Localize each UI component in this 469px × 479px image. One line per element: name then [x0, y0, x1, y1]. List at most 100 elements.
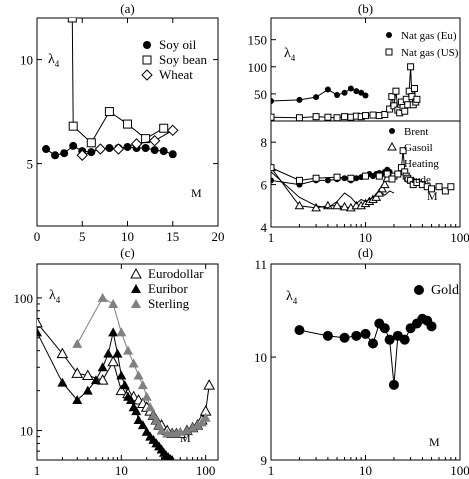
legend-marker	[131, 284, 141, 293]
series-euribor	[37, 327, 175, 460]
legend-label: Gasoil	[404, 142, 433, 154]
data-point	[141, 144, 150, 152]
series-sterling	[72, 292, 211, 438]
data-point	[137, 380, 148, 390]
data-point	[362, 92, 369, 99]
data-point	[37, 316, 43, 328]
y-tick-label: 10	[20, 424, 33, 439]
y-tick-label: 50	[254, 87, 267, 102]
data-point	[68, 121, 78, 131]
data-point	[203, 379, 216, 390]
legend-marker	[388, 175, 396, 183]
data-point	[37, 327, 42, 337]
data-point	[159, 147, 168, 156]
data-point	[392, 87, 400, 95]
x-tick-label: 100	[450, 463, 469, 478]
plot-frame	[36, 263, 219, 461]
data-point	[187, 422, 198, 432]
data-point	[441, 187, 449, 195]
data-point	[367, 338, 378, 349]
param-subscript: 4	[55, 59, 60, 69]
legend-label: Sterling	[148, 296, 190, 311]
data-point	[125, 394, 136, 404]
param-subscript: 4	[56, 295, 61, 305]
data-point	[334, 91, 341, 98]
data-point	[133, 415, 144, 425]
x-tick-label: 10	[359, 463, 372, 478]
data-point	[312, 174, 320, 182]
legend-label: Heating	[404, 158, 439, 170]
x-tick-label: 1	[268, 463, 275, 478]
x-tick-label: 10	[359, 230, 372, 245]
param-label: λ4	[286, 289, 298, 306]
data-point	[379, 323, 390, 334]
data-point	[401, 107, 409, 115]
data-point	[447, 183, 455, 191]
param-subscript: 4	[291, 53, 296, 63]
x-param-label: M	[191, 186, 202, 200]
data-point	[167, 124, 179, 137]
data-point	[86, 138, 96, 148]
data-point	[271, 97, 274, 104]
data-point	[271, 113, 275, 121]
data-point	[137, 420, 148, 430]
param-label: λ4	[284, 46, 296, 63]
data-point	[141, 391, 152, 401]
data-point	[108, 327, 119, 337]
data-point	[347, 174, 355, 182]
x-tick-label: 20	[212, 229, 225, 244]
data-point	[97, 362, 108, 372]
data-point	[72, 338, 83, 348]
param-symbol: λ	[49, 288, 56, 303]
series-gold	[294, 313, 437, 390]
data-point	[94, 143, 107, 155]
data-point	[150, 146, 159, 155]
data-point	[271, 177, 274, 184]
x-tick-label: 100	[196, 463, 216, 478]
x-tick-label: 10	[115, 463, 128, 478]
legend-label: Euribor	[148, 281, 188, 296]
legend-marker	[387, 141, 397, 151]
data-point	[383, 170, 391, 178]
data-point	[377, 183, 388, 193]
y-tick-label: 10	[254, 350, 267, 365]
data-point	[104, 107, 114, 117]
series-line	[76, 297, 207, 435]
data-point	[390, 102, 398, 110]
data-point	[333, 114, 341, 121]
data-point	[353, 88, 360, 95]
data-point	[97, 292, 108, 302]
y-tick-label: 10	[20, 53, 33, 68]
data-point	[324, 86, 331, 93]
legend-marker	[389, 128, 395, 134]
data-point	[271, 164, 275, 172]
panel-c: (c)11010010100λ4MEurodollarEuriborSterli…	[14, 245, 219, 478]
panel-title: (b)	[358, 1, 373, 16]
data-point	[435, 183, 443, 191]
data-point	[112, 143, 125, 155]
data-point	[71, 367, 84, 378]
y-tick-label: 100	[248, 60, 268, 75]
data-point	[294, 325, 305, 336]
data-point	[324, 177, 331, 184]
y-tick-label: 100	[14, 291, 34, 306]
x-tick-label: 10	[121, 229, 134, 244]
x-tick-label: 1	[34, 463, 41, 478]
data-point	[358, 89, 365, 96]
data-point	[76, 149, 88, 161]
y-tick-label: 150	[248, 33, 268, 48]
data-point	[159, 123, 169, 133]
data-point	[148, 135, 161, 147]
data-point	[311, 202, 321, 212]
panel-title: (c)	[120, 245, 134, 260]
data-point	[351, 330, 362, 341]
data-point	[57, 377, 68, 387]
data-point	[90, 375, 101, 385]
data-point	[107, 355, 120, 367]
data-point	[295, 176, 303, 184]
series-heating	[271, 171, 395, 209]
series-wheat	[76, 124, 179, 161]
param-symbol: λ	[48, 52, 55, 67]
data-point	[360, 328, 371, 339]
data-point	[200, 412, 211, 422]
